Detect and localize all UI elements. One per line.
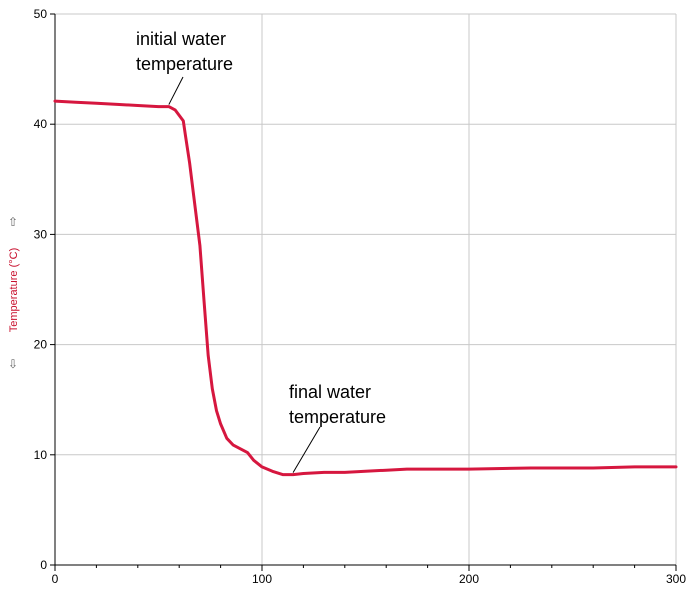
y-tick-label-0: 0 bbox=[40, 558, 47, 572]
series-line-0 bbox=[53, 99, 678, 477]
y-tick-label-20: 20 bbox=[34, 338, 48, 352]
y-axis-up-arrow-icon: ⇧ bbox=[8, 215, 18, 229]
annotation-initial-line-2: temperature bbox=[136, 54, 233, 74]
y-axis-down-arrow-icon: ⇩ bbox=[8, 357, 18, 371]
y-tick-label-50: 50 bbox=[34, 7, 48, 21]
y-tick-label-10: 10 bbox=[34, 448, 48, 462]
y-tick-label-30: 30 bbox=[34, 227, 48, 241]
grid-lines bbox=[55, 13, 677, 565]
series-layer bbox=[53, 99, 678, 477]
tick-marks bbox=[50, 13, 677, 571]
tick-labels: 0 10 20 30 40 50 0 100 200 300 bbox=[34, 7, 687, 586]
x-tick-label-100: 100 bbox=[252, 572, 272, 586]
annotation-final-line-1: final water bbox=[289, 382, 371, 402]
y-tick-label-40: 40 bbox=[34, 117, 48, 131]
annotation-final-line-2: temperature bbox=[289, 407, 386, 427]
annotation-initial-line-1: initial water bbox=[136, 29, 226, 49]
y-axis-title: Temperature (°C) bbox=[8, 248, 20, 332]
annotation-leader-1 bbox=[292, 426, 321, 473]
annotation-leader-0 bbox=[168, 76, 184, 105]
x-tick-label-200: 200 bbox=[459, 572, 479, 586]
axes bbox=[54, 14, 676, 566]
x-tick-label-300: 300 bbox=[666, 572, 686, 586]
x-tick-label-0: 0 bbox=[52, 572, 59, 586]
y-axis-title-group: ⇧ Temperature (°C) ⇩ bbox=[8, 215, 20, 371]
annotations: initial water temperature final water te… bbox=[136, 29, 386, 473]
